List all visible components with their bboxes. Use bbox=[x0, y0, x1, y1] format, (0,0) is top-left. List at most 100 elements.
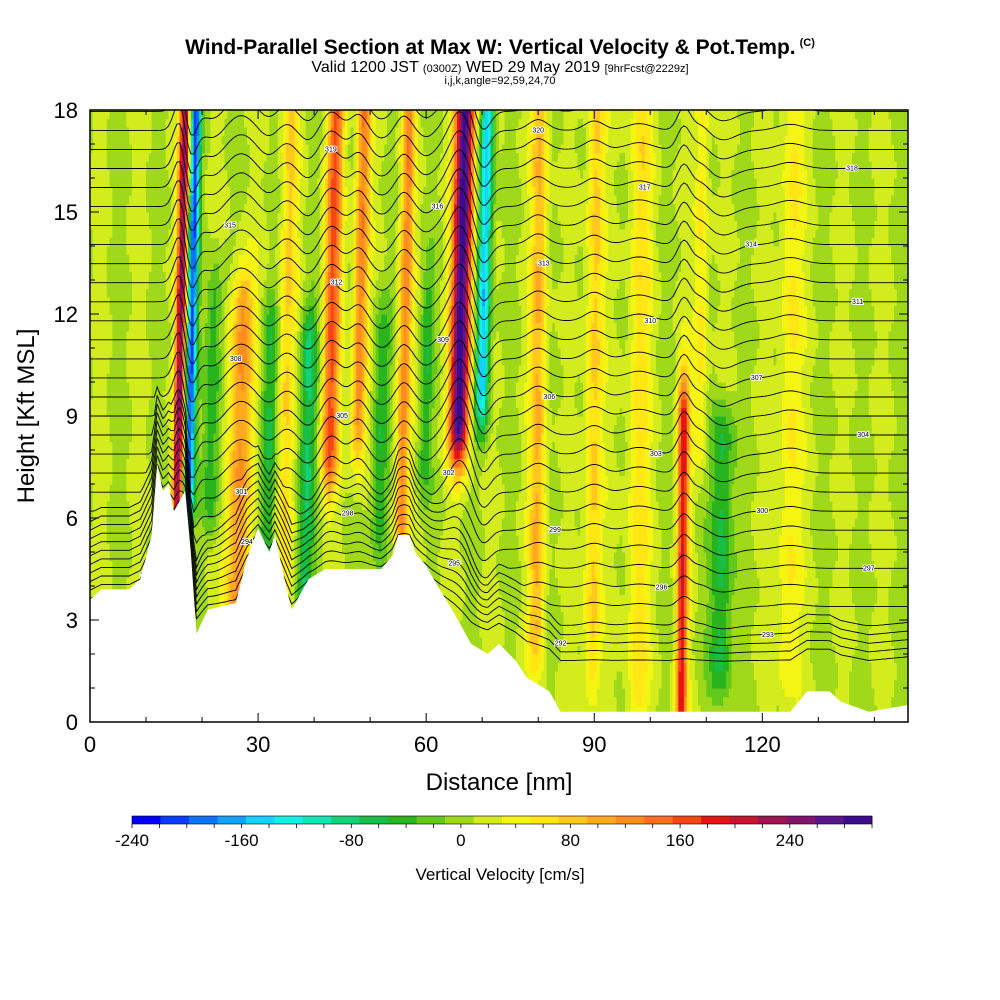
velocity-cell bbox=[129, 118, 133, 128]
velocity-cell bbox=[98, 535, 102, 545]
velocity-cell bbox=[123, 254, 128, 264]
velocity-cell bbox=[112, 433, 116, 443]
velocity-cell bbox=[118, 203, 122, 213]
velocity-cell bbox=[129, 186, 133, 196]
velocity-cell bbox=[132, 144, 136, 154]
velocity-cell bbox=[101, 263, 105, 273]
velocity-cell bbox=[92, 475, 97, 485]
velocity-cell bbox=[112, 441, 116, 451]
velocity-cell bbox=[126, 246, 130, 256]
velocity-cell bbox=[112, 365, 116, 375]
velocity-cell bbox=[95, 586, 99, 596]
velocity-cell bbox=[112, 569, 116, 579]
velocity-cell bbox=[134, 441, 139, 451]
velocity-cell bbox=[112, 186, 116, 196]
velocity-cell bbox=[92, 186, 97, 196]
velocity-cell bbox=[95, 382, 99, 392]
velocity-cell bbox=[98, 577, 102, 587]
velocity-cell bbox=[129, 501, 133, 511]
velocity-cell bbox=[106, 254, 111, 264]
velocity-cell bbox=[90, 195, 94, 205]
velocity-cell bbox=[129, 305, 133, 315]
velocity-cell bbox=[120, 518, 125, 528]
velocity-cell bbox=[132, 186, 136, 196]
velocity-cell bbox=[112, 161, 116, 171]
velocity-cell bbox=[101, 501, 105, 511]
velocity-cell bbox=[112, 229, 116, 239]
velocity-cell bbox=[115, 399, 119, 409]
velocity-cell bbox=[126, 127, 130, 137]
velocity-cell bbox=[95, 254, 99, 264]
velocity-cell bbox=[120, 535, 125, 545]
velocity-cell bbox=[112, 518, 116, 528]
velocity-cell bbox=[118, 212, 122, 222]
velocity-cell bbox=[101, 288, 105, 298]
velocity-cell bbox=[112, 305, 116, 315]
velocity-cell bbox=[101, 382, 105, 392]
velocity-cell bbox=[109, 110, 114, 120]
velocity-cell bbox=[98, 424, 102, 434]
velocity-cell bbox=[134, 390, 139, 400]
velocity-cell bbox=[90, 186, 94, 196]
velocity-cell bbox=[126, 492, 130, 502]
velocity-cell bbox=[123, 271, 128, 281]
velocity-cell bbox=[109, 237, 114, 247]
velocity-cell bbox=[98, 433, 102, 443]
velocity-cell bbox=[106, 229, 111, 239]
velocity-cell bbox=[123, 263, 128, 273]
velocity-cell bbox=[129, 246, 133, 256]
velocity-cell bbox=[104, 339, 108, 349]
velocity-cell bbox=[109, 577, 114, 587]
velocity-cell bbox=[112, 314, 116, 324]
velocity-cell bbox=[98, 458, 102, 468]
velocity-cell bbox=[92, 161, 97, 171]
velocity-cell bbox=[120, 399, 125, 409]
velocity-cell bbox=[118, 178, 122, 188]
velocity-cell bbox=[120, 390, 125, 400]
velocity-cell bbox=[123, 560, 128, 570]
velocity-cell bbox=[115, 492, 119, 502]
velocity-cell bbox=[95, 484, 99, 494]
velocity-cell bbox=[90, 365, 94, 375]
velocity-cell bbox=[98, 399, 102, 409]
velocity-cell bbox=[123, 186, 128, 196]
velocity-cell bbox=[109, 322, 114, 332]
velocity-cell bbox=[109, 246, 114, 256]
velocity-cell bbox=[106, 526, 111, 536]
velocity-cell bbox=[104, 110, 108, 120]
velocity-cell bbox=[95, 552, 99, 562]
velocity-cell bbox=[90, 586, 94, 596]
velocity-cell bbox=[112, 577, 116, 587]
velocity-cell bbox=[92, 416, 97, 426]
velocity-cell bbox=[104, 577, 108, 587]
velocity-cell bbox=[112, 254, 116, 264]
velocity-cell bbox=[104, 407, 108, 417]
velocity-cell bbox=[123, 569, 128, 579]
velocity-cell bbox=[101, 416, 105, 426]
velocity-cell bbox=[109, 280, 114, 290]
velocity-cell bbox=[123, 484, 128, 494]
velocity-cell bbox=[90, 110, 94, 120]
velocity-cell bbox=[106, 424, 111, 434]
velocity-cell bbox=[90, 263, 94, 273]
velocity-cell bbox=[109, 339, 114, 349]
velocity-cell bbox=[92, 246, 97, 256]
velocity-cell bbox=[134, 229, 139, 239]
velocity-cell bbox=[104, 161, 108, 171]
velocity-cell bbox=[120, 492, 125, 502]
velocity-cell bbox=[90, 348, 94, 358]
velocity-cell bbox=[92, 220, 97, 230]
velocity-cell bbox=[95, 390, 99, 400]
velocity-cell bbox=[90, 416, 94, 426]
velocity-cell bbox=[104, 569, 108, 579]
velocity-cell bbox=[92, 458, 97, 468]
chart-indices: i,j,k,angle=92,59,24,70 bbox=[0, 75, 1000, 87]
velocity-cell bbox=[104, 135, 108, 145]
velocity-cell bbox=[109, 186, 114, 196]
velocity-cell bbox=[129, 263, 133, 273]
velocity-cell bbox=[101, 280, 105, 290]
velocity-cell bbox=[134, 280, 139, 290]
velocity-cell bbox=[132, 263, 136, 273]
velocity-cell bbox=[118, 509, 122, 519]
velocity-cell bbox=[126, 110, 130, 120]
